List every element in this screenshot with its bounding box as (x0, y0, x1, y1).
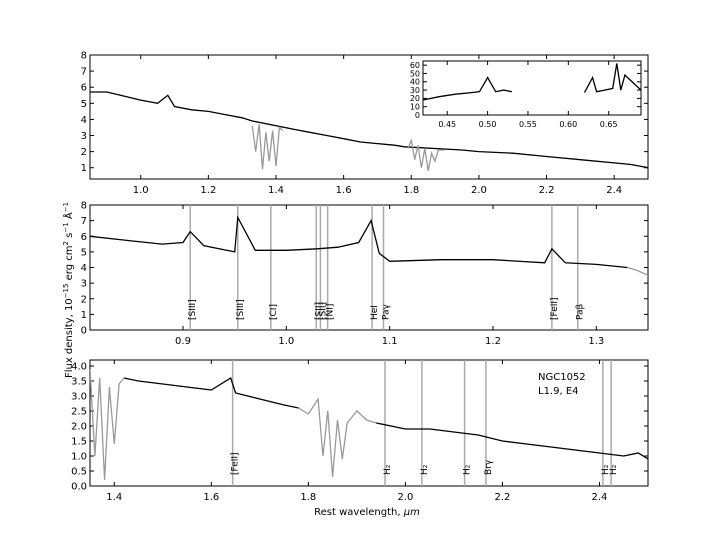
middle-line-label: HeI (370, 305, 380, 320)
top-frame (89, 54, 649, 180)
top-xtick-label: 1.4 (268, 185, 284, 196)
middle-line-label: [FeII] (550, 297, 560, 320)
middle-ytick-label: 4 (81, 263, 87, 274)
middle-ytick-label: 7 (81, 216, 87, 227)
inset-ytick-label: 10 (410, 102, 420, 111)
inset-ytick-label: 50 (410, 69, 420, 78)
bottom-xtick-label: 2.4 (592, 492, 608, 503)
middle-xtick-label: 0.9 (175, 336, 191, 347)
middle-line-label: Paβ (576, 303, 586, 320)
middle-series-telluric (627, 266, 648, 276)
bottom-ytick-label: 3.0 (71, 392, 87, 403)
bottom-line-label: H₂ (420, 464, 430, 475)
bottom-series-telluric (90, 368, 125, 481)
middle-line-label: [NI] (326, 304, 336, 320)
panel-top: 1.0 1.2 1.4 1.6 1.8 2.0 2.2 2.4 1 2 3 4 5 6 7 8 0.45 0.50… (81, 51, 649, 196)
top-ytick-label: 7 (81, 67, 87, 78)
bottom-ytick-label: 4.0 (71, 362, 87, 373)
panel-bottom: 1.4 1.6 1.8 2.0 2.2 2.4 0.0 0.5 1.0 1.5 2.0 2.5 3.0 3… (71, 359, 649, 503)
bottom-line-label: H₂ (383, 464, 393, 475)
x-axis-title: Rest wavelength, μm (314, 507, 420, 518)
inset-xtick-label: 0.60 (559, 120, 577, 129)
bottom-series-spectrum (376, 422, 648, 460)
inset-xtick-label: 0.65 (600, 120, 618, 129)
bottom-ytick-label: 2.5 (71, 407, 87, 418)
middle-ytick-label: 8 (81, 201, 87, 212)
top-ytick-label: 3 (81, 131, 87, 142)
bottom-frame (89, 359, 649, 487)
top-ytick-label: 4 (81, 115, 87, 126)
top-series-telluric (251, 124, 284, 170)
bottom-xtick-label: 1.4 (106, 492, 122, 503)
middle-line-label: [SII] (318, 302, 328, 320)
bottom-ytick-label: 1.0 (71, 452, 87, 463)
middle-ytick-label: 0 (81, 326, 87, 337)
middle-ytick-label: 6 (81, 232, 87, 243)
bottom-line-label: H₂ (463, 464, 473, 475)
bottom-series-telluric (298, 397, 377, 478)
inset-xtick-label: 0.50 (479, 120, 497, 129)
middle-ytick-label: 1 (81, 310, 87, 321)
inset-frame (422, 60, 642, 116)
top-xtick-label: 1.8 (403, 185, 419, 196)
top-ytick-label: 1 (81, 163, 87, 174)
top-xtick-label: 2.4 (606, 185, 622, 196)
top-xtick-label: 1.0 (133, 185, 149, 196)
top-xtick-label: 1.2 (200, 185, 216, 196)
inset-series-spectrum (423, 76, 512, 101)
bottom-line-label: Brγ (484, 459, 494, 475)
top-series-telluric (407, 138, 446, 172)
bottom-ytick-label: 3.5 (71, 377, 87, 388)
bottom-xtick-label: 2.2 (494, 492, 510, 503)
middle-line-label: [SIII] (188, 299, 198, 320)
top-xtick-label: 1.6 (336, 185, 352, 196)
top-xtick-label: 2.2 (539, 185, 555, 196)
middle-xtick-label: 1.0 (278, 336, 294, 347)
bottom-xtick-label: 2.0 (397, 492, 413, 503)
inset-series-spectrum (583, 63, 641, 93)
middle-ytick-label: 5 (81, 247, 87, 258)
middle-ytick-label: 3 (81, 279, 87, 290)
bottom-ytick-label: 1.5 (71, 437, 87, 448)
bottom-xtick-label: 1.8 (300, 492, 316, 503)
middle-xtick-label: 1.3 (588, 336, 604, 347)
inset-ytick-label: 20 (410, 94, 420, 103)
inset-ytick-label: 0 (415, 111, 420, 120)
bottom-line-label: H₂ (601, 464, 611, 475)
inset-ytick-label: 60 (410, 61, 420, 70)
middle-xtick-label: 1.2 (485, 336, 501, 347)
inset-ytick-label: 30 (410, 86, 420, 95)
inset-xtick-label: 0.45 (438, 120, 456, 129)
inset-xtick-label: 0.55 (519, 120, 537, 129)
middle-series-spectrum (90, 215, 628, 269)
top-ytick-label: 2 (81, 147, 87, 158)
middle-line-label: [CI] (269, 304, 279, 320)
bottom-series-spectrum (123, 377, 299, 409)
top-ytick-label: 8 (81, 51, 87, 62)
bottom-line-label: [FeII] (231, 452, 241, 475)
top-ytick-label: 6 (81, 83, 87, 94)
panel-middle: 0.9 1.0 1.1 1.2 1.3 0 1 2 3 4 5 6 7 8 [SIII] [SIII] [CI]… (81, 201, 649, 347)
bottom-ytick-label: 0.5 (71, 467, 87, 478)
top-xtick-label: 2.0 (471, 185, 487, 196)
bottom-line-label: H₂ (609, 464, 619, 475)
middle-ytick-label: 2 (81, 294, 87, 305)
middle-line-label: Paγ (381, 303, 391, 320)
top-series-spectrum (90, 91, 648, 169)
bottom-xtick-label: 1.6 (203, 492, 219, 503)
inset-ytick-label: 40 (410, 78, 420, 87)
middle-line-label: [SIII] (236, 299, 246, 320)
object-class: L1.9, E4 (538, 386, 579, 397)
middle-line-label: [SII] (314, 302, 324, 320)
bottom-ytick-label: 2.0 (71, 422, 87, 433)
inset-background (423, 61, 641, 115)
top-ytick-label: 5 (81, 99, 87, 110)
bottom-ytick-label: 0.0 (71, 482, 87, 493)
y-axis-title: Flux density, 10−15 erg cm2 s−1 Å−1 (62, 202, 75, 378)
object-name: NGC1052 (538, 372, 586, 383)
middle-xtick-label: 1.1 (382, 336, 398, 347)
